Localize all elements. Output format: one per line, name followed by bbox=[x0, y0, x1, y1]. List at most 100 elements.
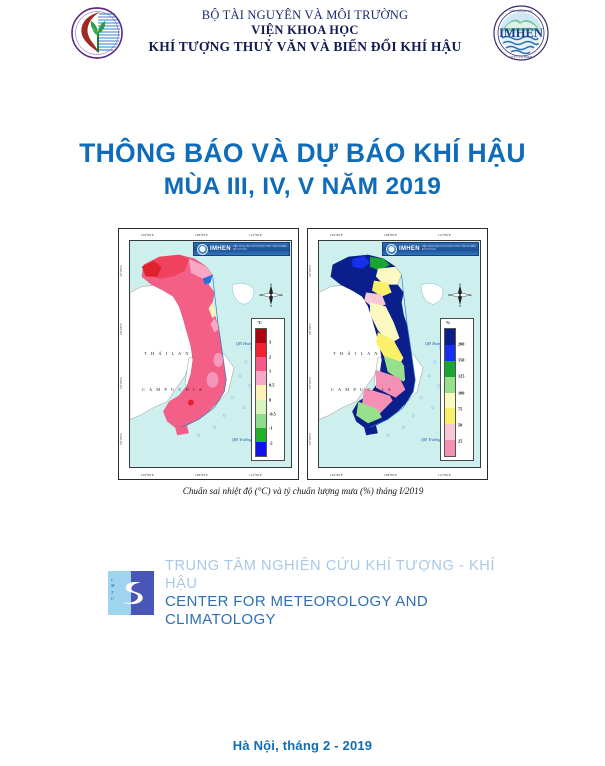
cmc-s-swirl-icon bbox=[122, 582, 143, 605]
cmc-logo: C M T C bbox=[108, 571, 154, 615]
label-spratly: QĐ Trường Sa bbox=[232, 437, 257, 442]
lon-label-top-2-right: 108°00'E bbox=[384, 232, 398, 237]
label-spratly-right: QĐ Trường Sa bbox=[421, 437, 446, 442]
title-line-2: MÙA III, IV, V NĂM 2019 bbox=[163, 173, 442, 200]
lon-label-top-3: 112°00'E bbox=[249, 232, 262, 237]
temperature-map-canvas: T H Á I L A N C A M P U C H I A QĐ Hoàng… bbox=[129, 240, 292, 468]
imhen-logo: IMHEN VIỆN KHOA HỌC KTTV VÀ BĐKH bbox=[492, 4, 550, 62]
monre-logo bbox=[70, 6, 124, 60]
center-name-vi: TRUNG TÂM NGHIÊN CỨU KHÍ TƯỢNG - KHÍ HẬU bbox=[165, 558, 495, 592]
colorbar-tick-label: 0 bbox=[269, 397, 272, 403]
temperature-anomaly-map: 104°00'E 108°00'E 112°00'E 104°00'E 108°… bbox=[118, 228, 299, 480]
colorbar-band bbox=[256, 441, 266, 456]
maps-row: 104°00'E 108°00'E 112°00'E 104°00'E 108°… bbox=[118, 228, 488, 480]
cover-figure: 104°00'E 108°00'E 112°00'E 104°00'E 108°… bbox=[118, 228, 488, 510]
imhen-banner-subtitle-right: VIỆN KHOA HỌC KHÍ TƯỢNG THUỶ VĂN VÀ BIẾN… bbox=[421, 246, 476, 251]
svg-text:N: N bbox=[270, 283, 272, 286]
svg-text:S: S bbox=[459, 304, 461, 307]
temperature-colorbar-ticks: 3 2 1 0.5 0 -0.5 -1 -2 bbox=[269, 328, 283, 457]
colorbar-band bbox=[256, 329, 266, 344]
lon-label-bottom-3: 112°00'E bbox=[249, 472, 262, 477]
colorbar-band bbox=[256, 343, 266, 358]
colorbar-band bbox=[445, 440, 455, 456]
colorbar-band bbox=[256, 371, 266, 386]
cmc-letter-t: T bbox=[111, 589, 114, 595]
colorbar-tick-label: 25 bbox=[458, 438, 463, 444]
colorbar-tick-label: 0.5 bbox=[269, 382, 275, 388]
colorbar-tick-label: 125 bbox=[458, 373, 465, 379]
lon-label-bottom-1-right: 104°00'E bbox=[330, 472, 344, 477]
lon-label-top-1-right: 104°00'E bbox=[330, 232, 344, 237]
label-thailand-right: T H Á I L A N bbox=[333, 351, 380, 356]
label-paracel: QĐ Hoàng Sa bbox=[236, 341, 260, 346]
colorbar-band bbox=[445, 424, 455, 441]
document-header: BỘ TÀI NGUYÊN VÀ MÔI TRƯỜNG VIỆN KHOA HỌ… bbox=[0, 0, 605, 72]
colorbar-band bbox=[256, 413, 266, 428]
svg-text:VIỆN KHOA HỌC: VIỆN KHOA HỌC bbox=[509, 8, 533, 13]
center-branding: C M T C TRUNG TÂM NGHIÊN CỨU KHÍ TƯỢNG -… bbox=[108, 557, 508, 629]
imhen-banner-title: IMHEN bbox=[210, 246, 231, 252]
svg-text:S: S bbox=[270, 304, 272, 307]
label-cambodia: C A M P U C H I A bbox=[142, 387, 204, 392]
colorbar-tick-label: -2 bbox=[269, 440, 273, 446]
temperature-colorbar: °C 3 2 1 0.5 0 -0.5 -1 -2 bbox=[251, 318, 285, 461]
colorbar-tick-label: 1 bbox=[269, 368, 272, 374]
svg-text:N: N bbox=[459, 283, 461, 286]
institute-name-line1: VIỆN KHOA HỌC bbox=[251, 23, 359, 37]
imhen-logo-text: IMHEN bbox=[499, 26, 543, 40]
precipitation-colorbar-strip bbox=[444, 328, 456, 457]
precipitation-colorbar-unit: % bbox=[446, 320, 451, 325]
imhen-seal-icon bbox=[197, 243, 208, 255]
label-thailand: T H Á I L A N bbox=[144, 351, 191, 356]
lat-label-left-1: 22°00'N bbox=[118, 265, 123, 277]
lat-label-left-4-right: 10°00'N bbox=[307, 433, 312, 445]
colorbar-band bbox=[445, 408, 455, 425]
precipitation-map-canvas: T H Á I L A N C A M P U C H I A QĐ Hoàng… bbox=[318, 240, 481, 468]
colorbar-tick-label: 3 bbox=[269, 339, 272, 345]
document-title: THÔNG BÁO VÀ DỰ BÁO KHÍ HẬU MÙA III, IV,… bbox=[0, 138, 605, 202]
cmc-letter-c2: C bbox=[111, 596, 114, 602]
title-line-1: THÔNG BÁO VÀ DỰ BÁO KHÍ HẬU bbox=[79, 138, 526, 168]
compass-rose-icon: N S E W bbox=[259, 283, 283, 307]
precipitation-anomaly-map: 104°00'E 108°00'E 112°00'E 104°00'E 108°… bbox=[307, 228, 488, 480]
colorbar-band bbox=[445, 376, 455, 393]
colorbar-tick-label: 50 bbox=[458, 422, 463, 428]
colorbar-tick-label: 75 bbox=[458, 406, 463, 412]
lat-label-left-3: 14°00'N bbox=[118, 377, 123, 389]
imhen-map-banner: IMHEN VIỆN KHOA HỌC KHÍ TƯỢNG THUỶ VĂN V… bbox=[193, 242, 290, 256]
imhen-banner-subtitle: VIỆN KHOA HỌC KHÍ TƯỢNG THUỶ VĂN VÀ BIẾN… bbox=[232, 246, 287, 251]
place-date: Hà Nội, tháng 2 - 2019 bbox=[232, 738, 373, 753]
lat-label-left-2-right: 18°00'N bbox=[307, 323, 312, 335]
lon-label-bottom-1: 104°00'E bbox=[141, 472, 155, 477]
precipitation-colorbar-ticks: 200 150 125 100 75 50 25 bbox=[458, 328, 472, 457]
cmc-names: TRUNG TÂM NGHIÊN CỨU KHÍ TƯỢNG - KHÍ HẬU… bbox=[165, 557, 508, 629]
svg-text:KTTV VÀ BĐKH: KTTV VÀ BĐKH bbox=[510, 54, 533, 59]
svg-text:W: W bbox=[448, 293, 451, 297]
lat-label-left-1-right: 22°00'N bbox=[307, 265, 312, 277]
colorbar-band bbox=[256, 427, 266, 442]
cmc-letter-m: M bbox=[111, 583, 115, 589]
lon-label-top-2: 108°00'E bbox=[195, 232, 209, 237]
colorbar-tick-label: 100 bbox=[458, 390, 465, 395]
organization-heading: BỘ TÀI NGUYÊN VÀ MÔI TRƯỜNG VIỆN KHOA HỌ… bbox=[130, 8, 480, 55]
colorbar-band bbox=[445, 344, 455, 361]
temperature-colorbar-strip bbox=[255, 328, 267, 457]
compass-rose-icon-right: N S E W bbox=[448, 283, 472, 307]
colorbar-tick-label: 200 bbox=[458, 341, 465, 347]
colorbar-tick-label: 150 bbox=[458, 357, 465, 363]
center-name-en: CENTER FOR METEOROLOGY AND CLIMATOLOGY bbox=[165, 593, 429, 628]
colorbar-tick-label: -1 bbox=[269, 425, 273, 431]
lon-label-bottom-2-right: 108°00'E bbox=[384, 472, 398, 477]
colorbar-tick-label: -0.5 bbox=[269, 411, 276, 417]
colorbar-band bbox=[256, 399, 266, 414]
label-cambodia-right: C A M P U C H I A bbox=[331, 387, 393, 392]
label-paracel-right: QĐ Hoàng Sa bbox=[425, 341, 449, 346]
imhen-seal-icon-right bbox=[386, 243, 397, 255]
institute-name-line2: KHÍ TƯỢNG THUỶ VĂN VÀ BIẾN ĐỔI KHÍ HẬU bbox=[148, 39, 462, 54]
vietnam-landmass bbox=[141, 254, 227, 436]
lon-label-top-3-right: 112°00'E bbox=[438, 232, 451, 237]
lat-label-left-2: 18°00'N bbox=[118, 323, 123, 335]
figure-caption: Chuẩn sai nhiệt độ (°C) và tỷ chuẩn lượn… bbox=[182, 486, 424, 496]
lat-label-left-3-right: 14°00'N bbox=[307, 377, 312, 389]
